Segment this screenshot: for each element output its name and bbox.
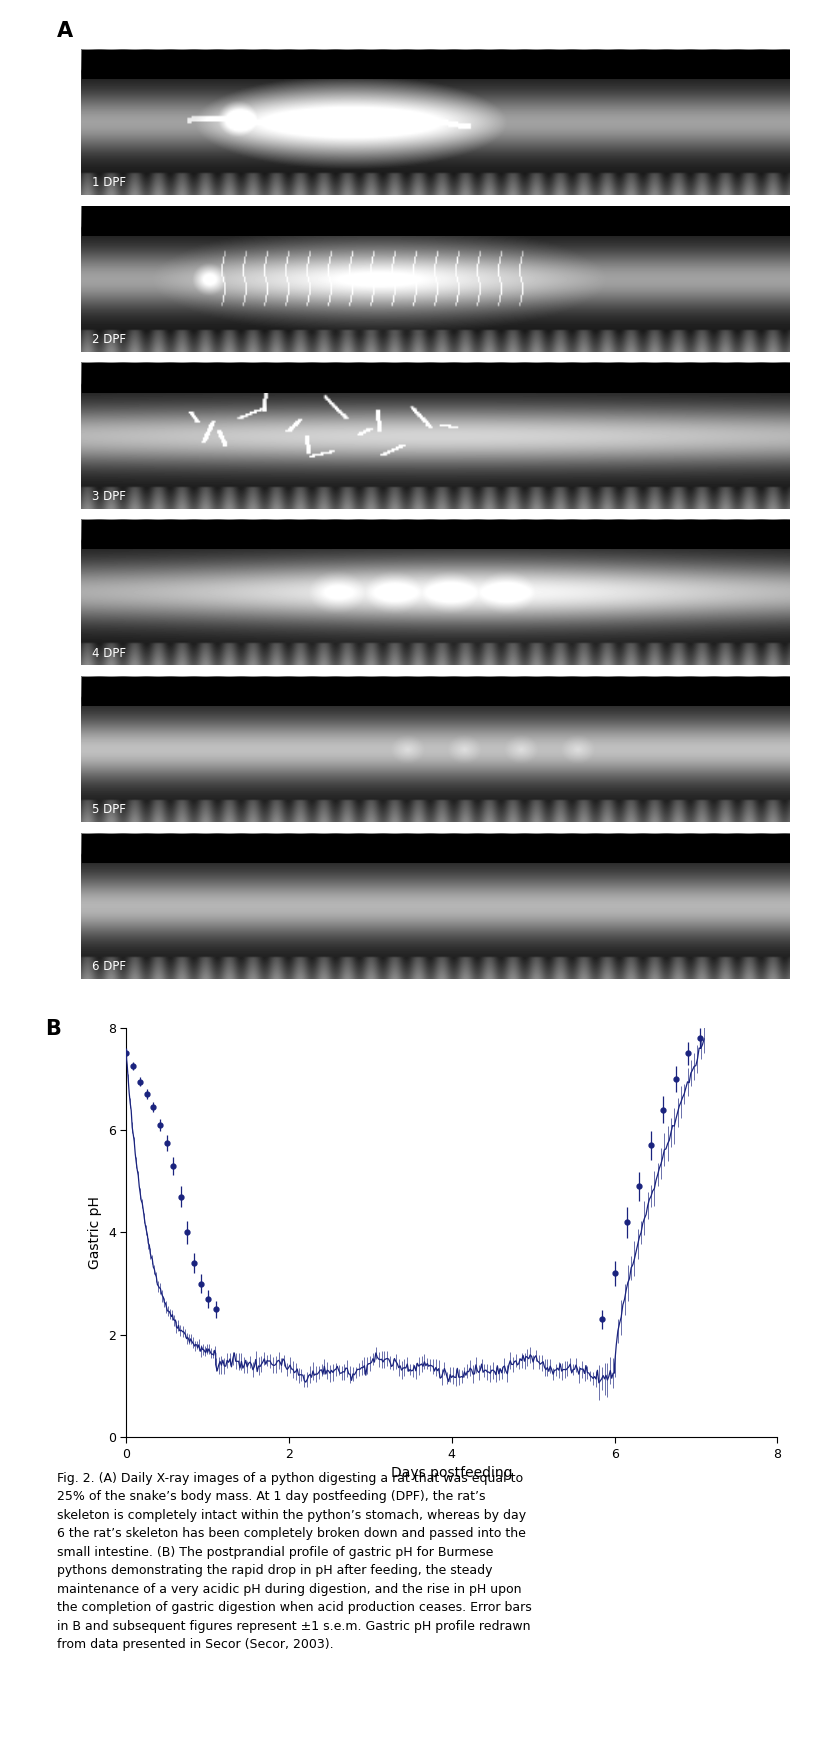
Y-axis label: Gastric pH: Gastric pH: [88, 1197, 103, 1268]
Bar: [82, 207, 790, 235]
Bar: [82, 521, 790, 549]
Bar: [82, 364, 790, 392]
Text: 6 DPF: 6 DPF: [92, 960, 126, 974]
Bar: [82, 834, 790, 862]
Text: Fig. 2. (A) Daily X-ray images of a python digesting a rat that was equal to
25%: Fig. 2. (A) Daily X-ray images of a pyth…: [57, 1472, 532, 1651]
Text: 3 DPF: 3 DPF: [92, 490, 126, 503]
Text: 2 DPF: 2 DPF: [92, 333, 126, 347]
Text: A: A: [57, 21, 73, 40]
Bar: [82, 51, 790, 78]
X-axis label: Days postfeeding: Days postfeeding: [391, 1467, 513, 1481]
Bar: [82, 678, 790, 706]
Text: 1 DPF: 1 DPF: [92, 176, 126, 190]
Text: 5 DPF: 5 DPF: [92, 803, 126, 817]
Text: 4 DPF: 4 DPF: [92, 646, 126, 660]
Text: B: B: [45, 1019, 61, 1038]
